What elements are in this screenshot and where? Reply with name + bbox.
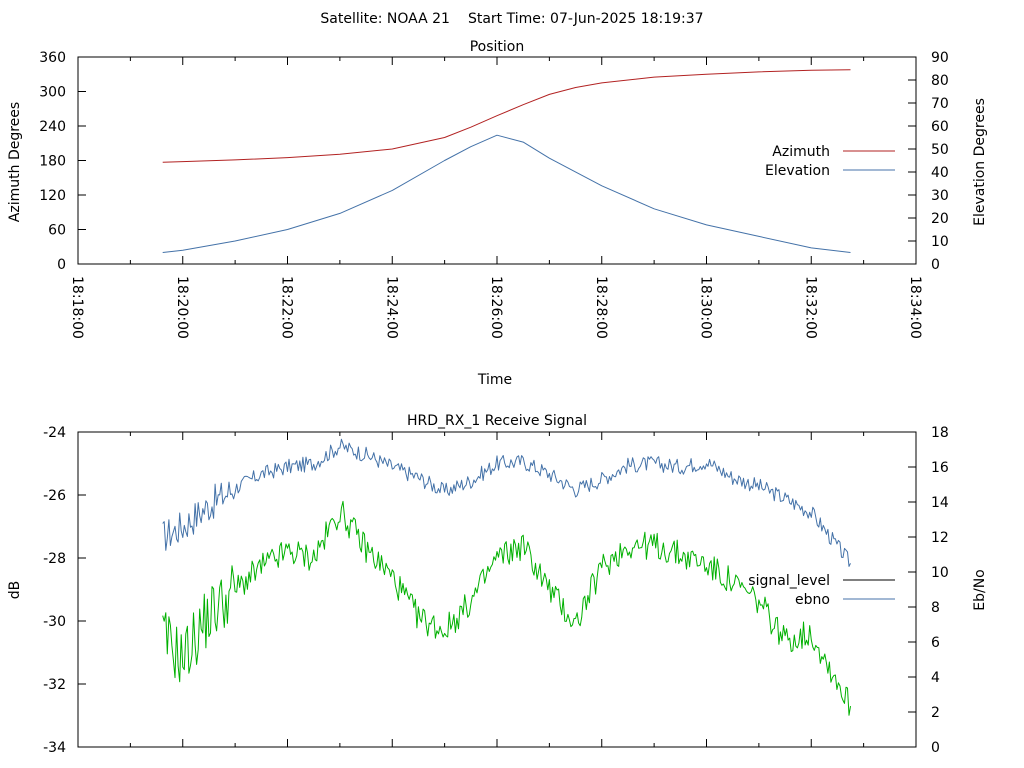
y-tick-label: 120	[39, 188, 66, 204]
series-line-signal_level	[162, 500, 851, 716]
signal-legend: signal_level ebno	[748, 573, 895, 608]
signal-series-lines	[162, 438, 851, 716]
position-ticks	[77, 56, 917, 265]
y-tick-label: -24	[43, 425, 66, 441]
legend-ebno-label: ebno	[795, 592, 830, 608]
y-tick-label: 240	[39, 119, 66, 135]
y-tick-label: 0	[57, 257, 66, 273]
legend-azimuth-label: Azimuth	[772, 144, 830, 160]
position-legend: Azimuth Elevation	[765, 144, 895, 179]
y-tick-label: -34	[43, 740, 66, 756]
y2-tick-label: 50	[931, 142, 949, 158]
x-tick-label: 18:22:00	[279, 276, 295, 339]
y2-tick-label: 40	[931, 165, 949, 181]
y2-tick-label: 20	[931, 211, 949, 227]
time-axis-label: Time	[477, 372, 512, 388]
x-tick-label: 18:28:00	[593, 276, 609, 339]
y2-tick-label: 0	[931, 740, 940, 756]
y2-tick-label: 16	[931, 460, 949, 476]
y2-tick-label: 70	[931, 96, 949, 112]
y-tick-label: -26	[43, 488, 66, 504]
y2-tick-label: 2	[931, 705, 940, 721]
y-tick-label: 60	[48, 223, 66, 239]
y2-tick-label: 90	[931, 50, 949, 66]
x-tick-label: 18:32:00	[802, 276, 818, 339]
y-tick-label: -30	[43, 614, 66, 630]
ebno-axis-label: Eb/No	[972, 569, 988, 611]
x-tick-label: 18:30:00	[698, 276, 714, 339]
y-tick-label: 360	[39, 50, 66, 66]
x-tick-label: 18:20:00	[174, 276, 190, 339]
x-tick-label: 18:26:00	[488, 276, 504, 339]
x-tick-label: 18:34:00	[907, 276, 923, 339]
position-series-lines	[162, 69, 851, 253]
y2-tick-label: 80	[931, 73, 949, 89]
y2-tick-label: 0	[931, 257, 940, 273]
series-line-ebno	[162, 438, 851, 567]
y-tick-label: 180	[39, 154, 66, 170]
legend-elevation-label: Elevation	[765, 163, 830, 179]
signal-panel: HRD_RX_1 Receive Signal -24-26-28-30-32-…	[7, 413, 988, 756]
elevation-axis-label: Elevation Degrees	[972, 98, 988, 226]
start-time-label: Start Time: 07-Jun-2025 18:19:37	[468, 11, 704, 27]
signal-ticks	[77, 431, 917, 748]
azimuth-axis-label: Azimuth Degrees	[7, 102, 23, 222]
y-tick-label: 300	[39, 85, 66, 101]
y2-tick-label: 10	[931, 565, 949, 581]
y2-tick-label: 30	[931, 188, 949, 204]
series-line-azimuth	[162, 69, 851, 163]
signal-plot-frame	[77, 431, 917, 748]
y2-tick-label: 6	[931, 635, 940, 651]
position-title: Position	[470, 39, 525, 55]
position-tick-labels: 18:18:00 18:20:00 18:22:00 18:24:00 18:26:00…	[39, 50, 949, 339]
y2-tick-label: 10	[931, 234, 949, 250]
satellite-label: Satellite: NOAA 21	[320, 11, 450, 27]
x-tick-label: 18:24:00	[383, 276, 399, 339]
signal-title: HRD_RX_1 Receive Signal	[407, 413, 587, 429]
y-tick-label: -32	[43, 677, 66, 693]
y2-tick-label: 8	[931, 600, 940, 616]
y-tick-label: -28	[43, 551, 66, 567]
y2-tick-label: 4	[931, 670, 940, 686]
series-line-elevation	[162, 134, 851, 253]
legend-signal-level-label: signal_level	[748, 573, 830, 589]
position-panel: Position 18:18:00 18:20:00 18:22:00 18:24:0…	[7, 39, 988, 388]
y2-tick-label: 18	[931, 425, 949, 441]
header-title: Satellite: NOAA 21 Start Time: 07-Jun-202…	[320, 11, 703, 27]
y2-tick-label: 60	[931, 119, 949, 135]
x-tick-label: 18:18:00	[69, 276, 85, 339]
signal-tick-labels: -24 -26 -28 -30 -32 -34 0 2 4 6 8 10 12 14 16 18	[43, 425, 949, 756]
y2-tick-label: 12	[931, 530, 949, 546]
y2-tick-label: 14	[931, 495, 949, 511]
db-axis-label: dB	[7, 581, 23, 600]
